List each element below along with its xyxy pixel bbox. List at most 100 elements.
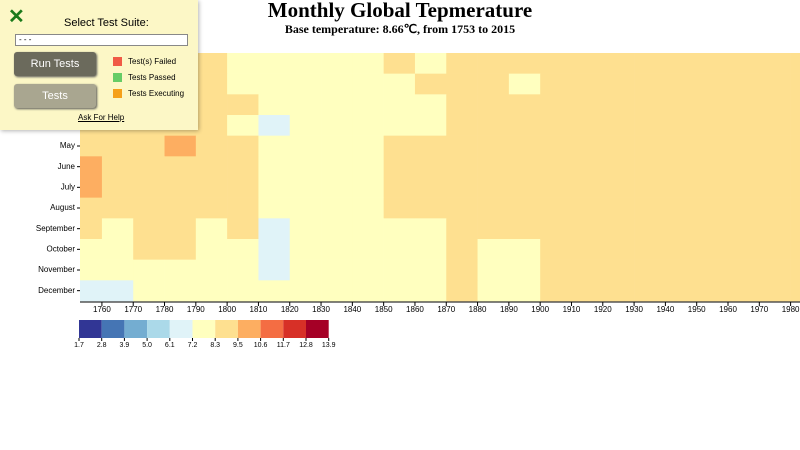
heat-cell [696,177,729,198]
heat-cell [790,115,800,136]
heat-cell [227,239,259,260]
heat-cell [352,239,384,260]
tests-button[interactable]: Tests [14,84,96,108]
heat-cell [289,53,322,74]
heat-cell [446,177,478,198]
legend-tick-label: 6.1 [165,342,175,349]
heat-cell [258,197,291,219]
legend-swatch [101,320,125,338]
heat-cell [634,239,666,260]
y-tick-label: August [50,203,76,212]
heat-cell [477,135,510,157]
heat-cell [446,135,478,157]
legend-swatch [192,320,216,338]
heat-cell [602,135,635,157]
heat-cell [101,177,134,198]
heat-cell [665,280,697,302]
heat-cell [352,94,384,116]
status-label: Test(s) Failed [128,57,177,66]
help-link[interactable]: Ask For Help [78,113,125,122]
heat-cell [634,259,666,281]
x-tick-label: 1920 [594,305,612,314]
heat-cell [728,259,760,281]
heat-cell [195,156,228,178]
heat-cell [164,135,197,157]
heat-cell [80,280,103,302]
heat-cell [508,218,541,240]
heat-cell [696,115,729,136]
x-tick-label: 1760 [93,305,111,314]
heat-cell [571,94,604,116]
heat-cell [602,94,635,116]
heat-cell [508,53,541,74]
heat-cell [258,259,291,281]
heat-cell [696,94,729,116]
heat-cell [414,53,447,74]
heat-cell [508,259,541,281]
run-button[interactable]: Run Tests [14,52,96,76]
heat-cell [446,53,478,74]
legend-tick-label: 12.8 [299,342,313,349]
heat-cell [665,259,697,281]
heat-cell [477,259,510,281]
legend-tick-label: 10.6 [254,342,268,349]
heat-cell [571,53,604,74]
legend-tick-label: 3.9 [120,342,130,349]
heat-cell [634,197,666,219]
heat-cell [352,280,384,302]
heat-cell [352,156,384,178]
legend-tick-label: 5.0 [142,342,152,349]
heat-cell [540,259,572,281]
heat-cell [321,115,353,136]
x-tick-label: 1810 [250,305,268,314]
heat-cell [665,218,697,240]
x-tick-label: 1890 [500,305,518,314]
heat-cell [696,53,729,74]
heat-cell [728,73,760,95]
x-tick-label: 1820 [281,305,299,314]
heat-cell [383,239,416,260]
heat-cell [540,218,572,240]
heat-cell [790,280,800,302]
heat-cell [289,280,322,302]
suite-select[interactable]: - - - [15,34,188,46]
panel-title: Select Test Suite: [64,17,149,29]
heat-cell [289,259,322,281]
heat-cell [227,177,259,198]
heat-cell [540,73,572,95]
heat-cell [665,73,697,95]
heat-cell [759,280,791,302]
heat-cell [446,280,478,302]
heat-cell [383,280,416,302]
heat-cell [101,135,134,157]
heat-cell [728,115,760,136]
heat-cell [133,239,165,260]
heat-cell [665,156,697,178]
heat-cell [571,156,604,178]
heat-cell [227,218,259,240]
heat-cell [571,197,604,219]
heat-cell [164,218,197,240]
status-swatch [113,57,122,67]
heat-cell [508,94,541,116]
heat-cell [665,94,697,116]
chart-title: Monthly Global Tepmerature [268,0,532,22]
heat-cell [133,156,165,178]
close-icon[interactable]: ✕ [8,6,25,28]
heat-cell [571,135,604,157]
y-tick-label: October [47,244,76,253]
heat-cell [477,239,510,260]
heat-cell [759,94,791,116]
heat-cell [80,239,103,260]
heat-cell [258,135,291,157]
heat-cell [195,259,228,281]
heat-cell [195,197,228,219]
heat-cell [477,94,510,116]
heat-cell [446,239,478,260]
heat-cell [414,73,447,95]
heat-cell [571,218,604,240]
heat-cell [164,177,197,198]
heat-cell [133,135,165,157]
y-tick-label: June [58,162,76,171]
heat-cell [665,53,697,74]
